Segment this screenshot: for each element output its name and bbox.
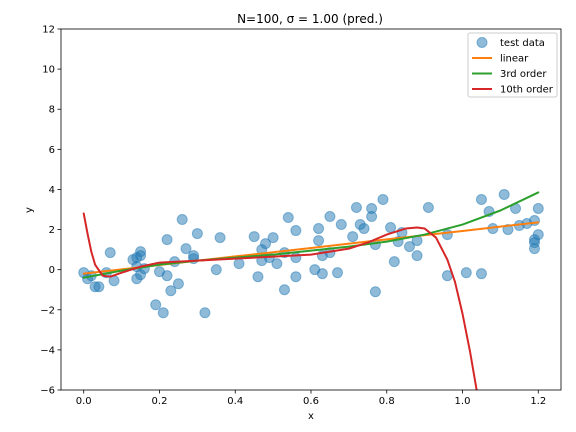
- data-point: [411, 250, 423, 262]
- data-point: [172, 278, 184, 290]
- data-point: [358, 223, 370, 235]
- x-tick-label: 0.0: [76, 396, 92, 407]
- y-tick-label: 0: [49, 265, 55, 276]
- data-point: [248, 231, 260, 243]
- data-point: [475, 193, 487, 205]
- data-point: [350, 201, 362, 213]
- data-point: [366, 203, 378, 214]
- data-point: [460, 267, 472, 279]
- x-tick-label: 1.0: [455, 396, 471, 407]
- data-point: [214, 232, 226, 244]
- y-axis-label: y: [24, 207, 35, 213]
- x-tick-label: 1.2: [530, 396, 546, 407]
- data-point: [475, 268, 487, 280]
- x-tick-label: 0.8: [379, 396, 395, 407]
- data-point: [278, 284, 290, 296]
- data-point: [191, 228, 203, 240]
- data-point: [528, 243, 540, 255]
- data-point: [316, 268, 328, 280]
- data-point: [180, 243, 192, 255]
- legend-label: 10th order: [500, 85, 554, 96]
- y-tick-label: −6: [40, 386, 55, 397]
- data-point: [313, 235, 325, 247]
- y-tick-label: 2: [49, 225, 55, 236]
- x-tick-label: 0.2: [152, 396, 168, 407]
- legend-marker-test-data: [476, 37, 488, 48]
- data-point: [165, 285, 177, 297]
- data-point: [377, 193, 389, 205]
- y-tick-label: 6: [49, 145, 55, 156]
- legend-label: test data: [500, 38, 545, 49]
- data-point: [93, 281, 105, 293]
- y-tick-label: 8: [49, 105, 55, 116]
- data-point: [188, 250, 200, 262]
- data-point: [403, 241, 415, 253]
- data-point: [532, 203, 544, 214]
- data-point: [199, 307, 211, 319]
- data-point: [135, 250, 147, 262]
- data-point: [267, 232, 279, 244]
- y-axis: −6 −4 −2 0 2 4 6 8 10 12: [40, 25, 61, 397]
- data-point: [313, 223, 325, 235]
- data-point: [233, 258, 245, 270]
- degree10-fit-line: [82, 212, 478, 390]
- x-axis: 0.0 0.2 0.4 0.6 0.8 1.0 1.2: [76, 390, 546, 407]
- data-point: [290, 252, 302, 264]
- data-point: [290, 271, 302, 283]
- y-tick-label: 12: [42, 25, 55, 36]
- plot-area: [78, 188, 544, 390]
- data-point: [282, 212, 294, 224]
- data-point: [388, 256, 400, 268]
- y-tick-label: 4: [49, 185, 55, 196]
- data-point: [441, 229, 453, 241]
- legend: test data linear 3rd order 10th order: [467, 32, 558, 98]
- legend-box: [467, 32, 558, 98]
- data-point: [161, 234, 173, 246]
- data-point: [210, 264, 222, 276]
- data-point: [104, 247, 116, 259]
- x-tick-label: 0.6: [303, 396, 319, 407]
- data-point: [385, 222, 397, 234]
- cubic-fit-line: [82, 191, 540, 279]
- data-point: [422, 201, 434, 213]
- y-tick-label: −4: [40, 345, 55, 356]
- data-point: [532, 229, 544, 241]
- data-point: [157, 307, 169, 319]
- x-axis-label: x: [308, 411, 314, 422]
- chart-title: N=100, σ = 1.00 (pred.): [237, 12, 383, 26]
- x-tick-label: 0.4: [227, 396, 243, 407]
- data-point: [252, 271, 264, 283]
- data-point: [335, 219, 347, 231]
- y-tick-label: 10: [42, 65, 55, 76]
- data-point: [290, 225, 302, 237]
- data-point: [260, 238, 272, 250]
- data-point: [324, 211, 336, 223]
- data-point: [176, 214, 188, 226]
- legend-label: 3rd order: [500, 69, 547, 80]
- data-point: [347, 231, 359, 243]
- y-tick-label: −2: [40, 305, 55, 316]
- legend-label: linear: [500, 54, 529, 65]
- data-point: [332, 267, 344, 279]
- data-point: [150, 299, 162, 311]
- data-point: [498, 188, 510, 200]
- data-point: [271, 258, 283, 270]
- data-point: [161, 270, 173, 282]
- data-point: [369, 286, 381, 298]
